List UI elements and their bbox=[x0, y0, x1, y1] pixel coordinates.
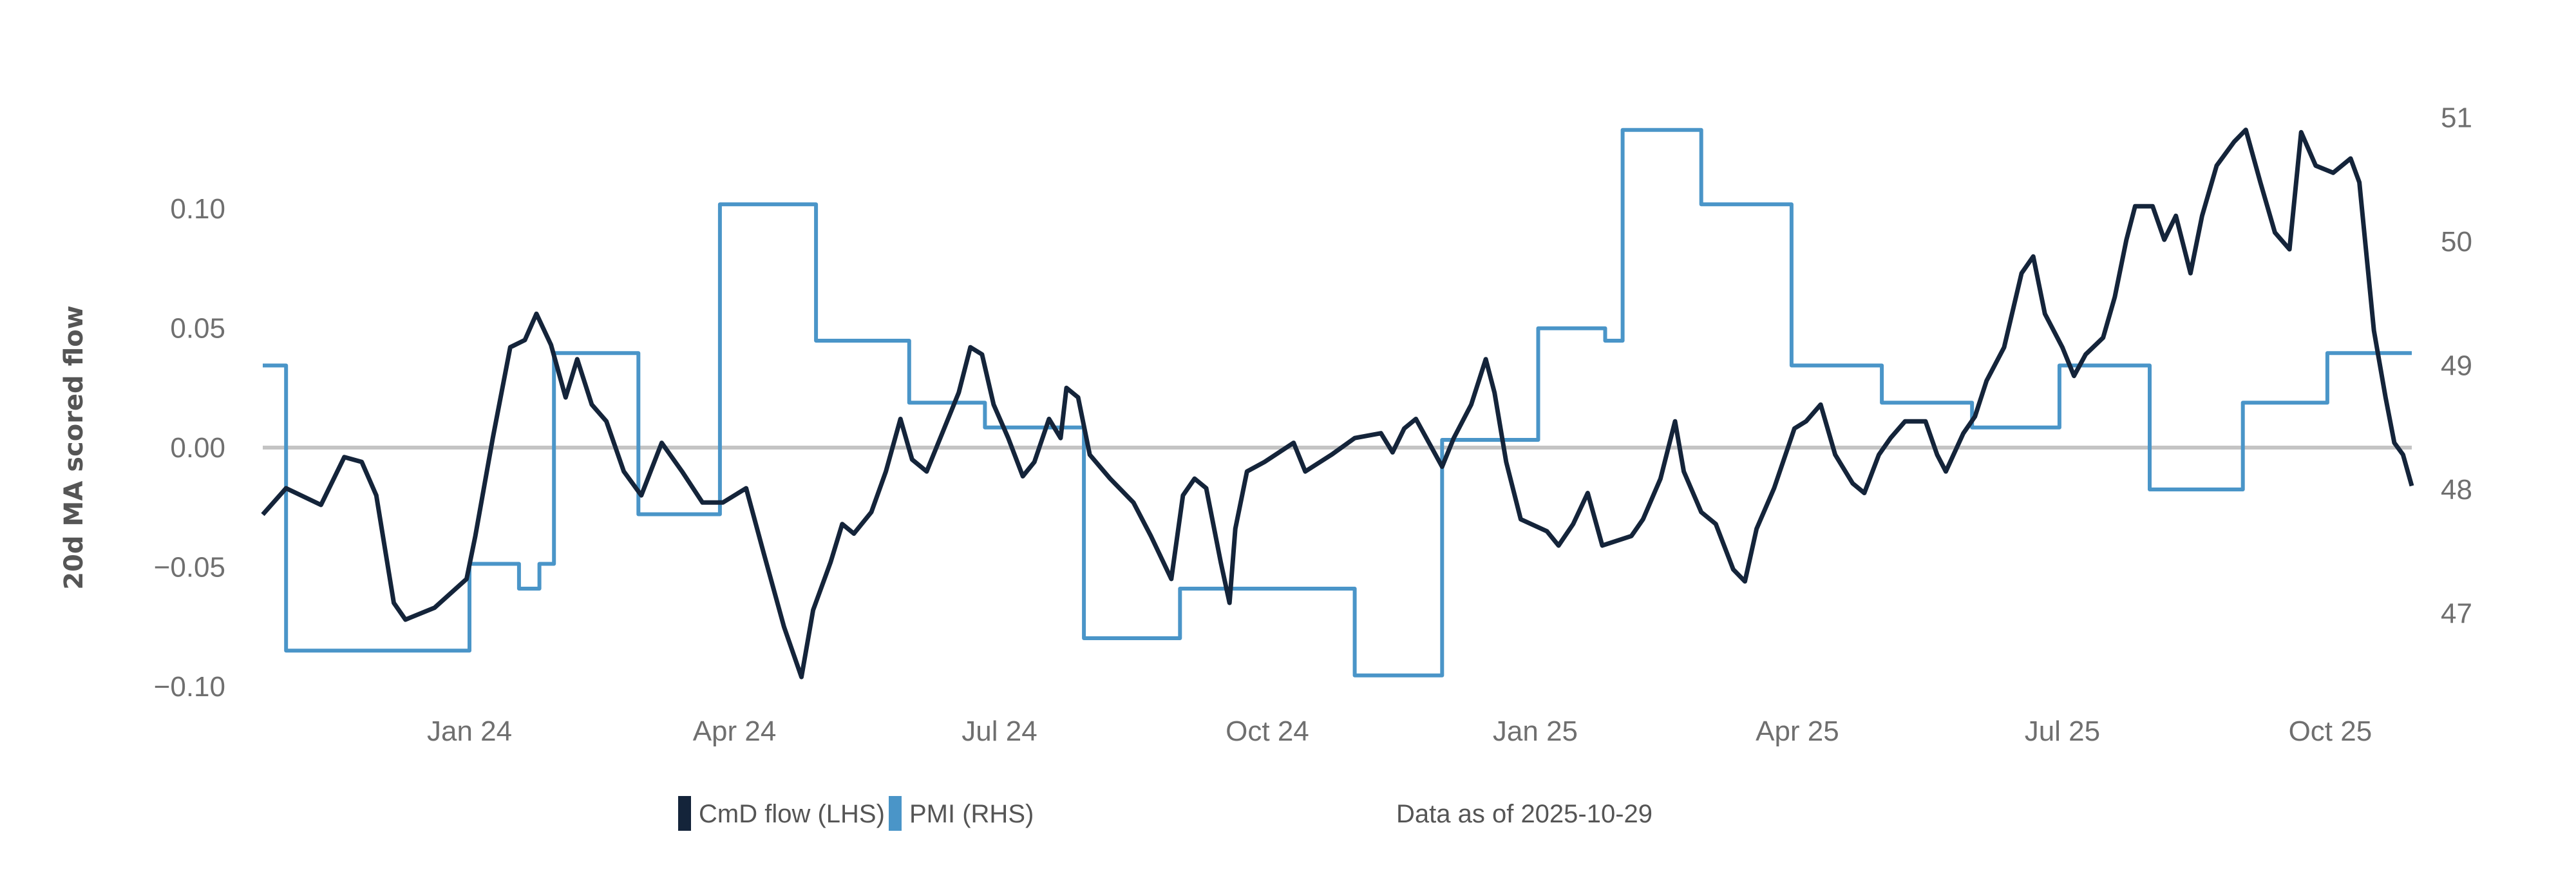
x-tick-label: Oct 24 bbox=[1226, 716, 1309, 747]
y2-tick-label: 50 bbox=[2441, 226, 2472, 258]
x-axis: Jan 24 Apr 24 Jul 24 Oct 24 Jan 25 Apr 25 Jul … bbox=[427, 716, 2372, 747]
y2-tick-label: 48 bbox=[2441, 474, 2472, 506]
y-tick-label: −0.05 bbox=[154, 552, 225, 583]
x-tick-label: Jan 24 bbox=[427, 716, 512, 747]
x-tick-label: Oct 25 bbox=[2289, 716, 2372, 747]
x-tick-label: Jul 24 bbox=[961, 716, 1037, 747]
legend: CmD flow (LHS) PMI (RHS) Data as of 2025… bbox=[678, 796, 1653, 831]
x-tick-label: Apr 24 bbox=[693, 716, 777, 747]
y2-tick-label: 51 bbox=[2441, 102, 2472, 134]
pmi-line bbox=[263, 128, 2412, 678]
series-layer bbox=[261, 128, 2414, 679]
y2-tick-label: 49 bbox=[2441, 350, 2472, 382]
y-tick-label: 0.05 bbox=[170, 313, 225, 345]
x-tick-label: Jul 25 bbox=[2025, 716, 2100, 747]
legend-label-cmd-flow: CmD flow (LHS) bbox=[699, 800, 885, 828]
y-tick-label: −0.10 bbox=[154, 671, 225, 703]
x-tick-label: Jan 25 bbox=[1493, 716, 1578, 747]
y-tick-label: 0.10 bbox=[170, 193, 225, 225]
cmd-flow-line bbox=[261, 128, 2414, 679]
y-axis-label: 20d MA scored flow bbox=[59, 305, 89, 589]
y-tick-label: 0.00 bbox=[170, 432, 225, 464]
legend-swatch-cmd-flow bbox=[678, 796, 691, 831]
right-y-axis: 51 50 49 48 47 bbox=[2441, 102, 2472, 630]
data-as-of-note: Data as of 2025-10-29 bbox=[1396, 800, 1653, 828]
legend-label-pmi: PMI (RHS) bbox=[909, 800, 1034, 828]
y2-tick-label: 47 bbox=[2441, 598, 2472, 630]
left-y-axis: 0.10 0.05 0.00 −0.05 −0.10 bbox=[154, 193, 225, 703]
legend-swatch-pmi bbox=[889, 796, 902, 831]
x-tick-label: Apr 25 bbox=[1756, 716, 1839, 747]
